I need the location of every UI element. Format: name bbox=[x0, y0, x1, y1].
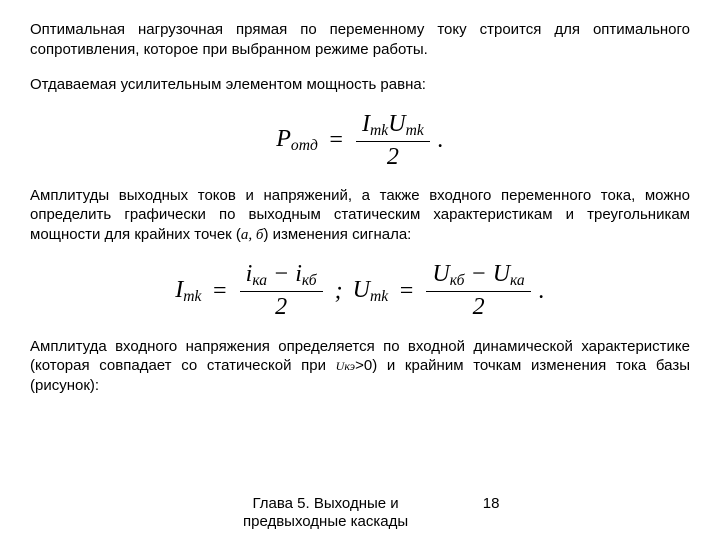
formula-2a-den: 2 bbox=[240, 292, 323, 320]
footer-page-number: 18 bbox=[483, 495, 500, 512]
paragraph-3: Амплитуды выходных токов и напряжений, а… bbox=[30, 186, 690, 246]
period: . bbox=[438, 127, 444, 154]
sub-ka: ка bbox=[252, 272, 267, 289]
sym-U: U bbox=[432, 261, 449, 287]
formula-2a-num: iка − iкб bbox=[240, 261, 323, 292]
sub-mk: mk bbox=[406, 121, 424, 138]
p3-vars: а, б bbox=[241, 227, 264, 243]
paragraph-4: Амплитуда входного напряжения определяет… bbox=[30, 337, 690, 396]
equals-sign: = bbox=[394, 278, 418, 305]
sub-mk: mk bbox=[183, 288, 201, 305]
sub-kb: кб bbox=[450, 272, 465, 289]
formula-1-den: 2 bbox=[356, 142, 430, 170]
sym-P: P bbox=[276, 126, 291, 152]
paragraph-2: Отдаваемая усилительным элементом мощнос… bbox=[30, 75, 690, 95]
formula-2b-fraction: Uкб − Uка 2 bbox=[426, 261, 530, 320]
p4-cond: >0 bbox=[355, 357, 372, 374]
sub-kb: кб bbox=[302, 272, 317, 289]
sym-U: U bbox=[353, 277, 370, 303]
sym-U: U bbox=[388, 111, 405, 137]
sym-i: i bbox=[295, 261, 302, 287]
formula-1: Pотд = ImkUmk 2 . bbox=[30, 111, 690, 170]
p3-post: ) изменения сигнала: bbox=[263, 226, 411, 243]
page-footer: Глава 5. Выходные и предвыходные каскады… bbox=[0, 495, 720, 533]
formula-1-lhs: Pотд bbox=[276, 126, 318, 155]
minus: − bbox=[470, 261, 486, 287]
sym-I: I bbox=[362, 111, 370, 137]
minus: − bbox=[273, 261, 289, 287]
formula-2b-num: Uкб − Uка bbox=[426, 261, 530, 292]
formula-2b-den: 2 bbox=[426, 292, 530, 320]
formula-1-fraction: ImkUmk 2 bbox=[356, 111, 430, 170]
sub-mk: mk bbox=[370, 288, 388, 305]
footer-chapter: Глава 5. Выходные и предвыходные каскады bbox=[221, 495, 431, 533]
sub-mk: mk bbox=[370, 121, 388, 138]
p4-var: Uкэ bbox=[336, 359, 355, 373]
equals-sign: = bbox=[207, 278, 231, 305]
formula-2a-lhs: Imk bbox=[175, 277, 201, 306]
separator: ; bbox=[331, 278, 347, 305]
formula-2a-fraction: iка − iкб 2 bbox=[240, 261, 323, 320]
sub-ka: ка bbox=[510, 272, 525, 289]
document-page: Оптимальная нагрузочная прямая по переме… bbox=[0, 0, 720, 540]
formula-1-num: ImkUmk bbox=[356, 111, 430, 142]
sub-otd: отд bbox=[291, 137, 318, 154]
sym-U: U bbox=[493, 261, 510, 287]
paragraph-1: Оптимальная нагрузочная прямая по переме… bbox=[30, 20, 690, 59]
formula-2: Imk = iка − iкб 2 ; Umk = Uкб − Uка 2 . bbox=[30, 261, 690, 320]
formula-2b-lhs: Umk bbox=[353, 277, 389, 306]
period: . bbox=[539, 278, 545, 305]
equals-sign: = bbox=[324, 127, 348, 154]
